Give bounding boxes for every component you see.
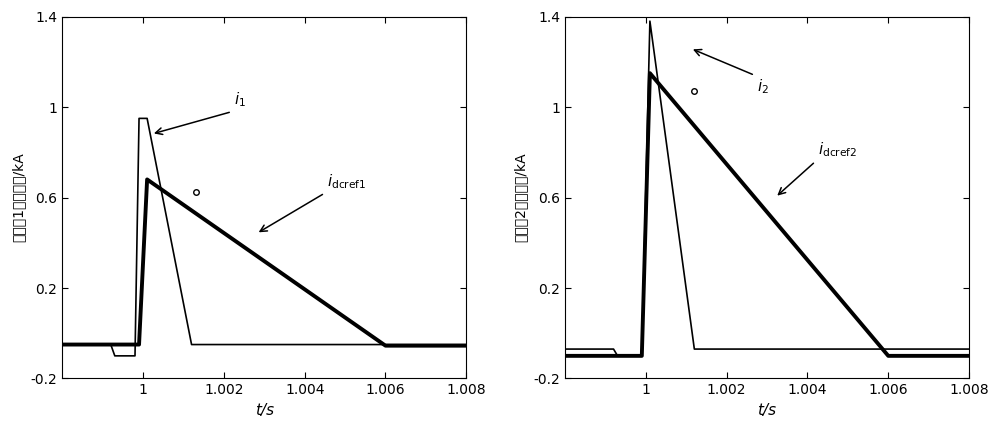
Y-axis label: 换流圱1输出电流/kA: 换流圱1输出电流/kA xyxy=(11,153,25,242)
X-axis label: t/s: t/s xyxy=(255,403,274,418)
Text: $i_2$: $i_2$ xyxy=(757,78,769,97)
Y-axis label: 换流圱2输出电流/kA: 换流圱2输出电流/kA xyxy=(514,153,528,242)
Text: $i_{\rm dcref1}$: $i_{\rm dcref1}$ xyxy=(327,172,366,191)
Text: $i_{\rm dcref2}$: $i_{\rm dcref2}$ xyxy=(818,140,857,159)
Text: $i_1$: $i_1$ xyxy=(234,91,246,109)
X-axis label: t/s: t/s xyxy=(758,403,777,418)
